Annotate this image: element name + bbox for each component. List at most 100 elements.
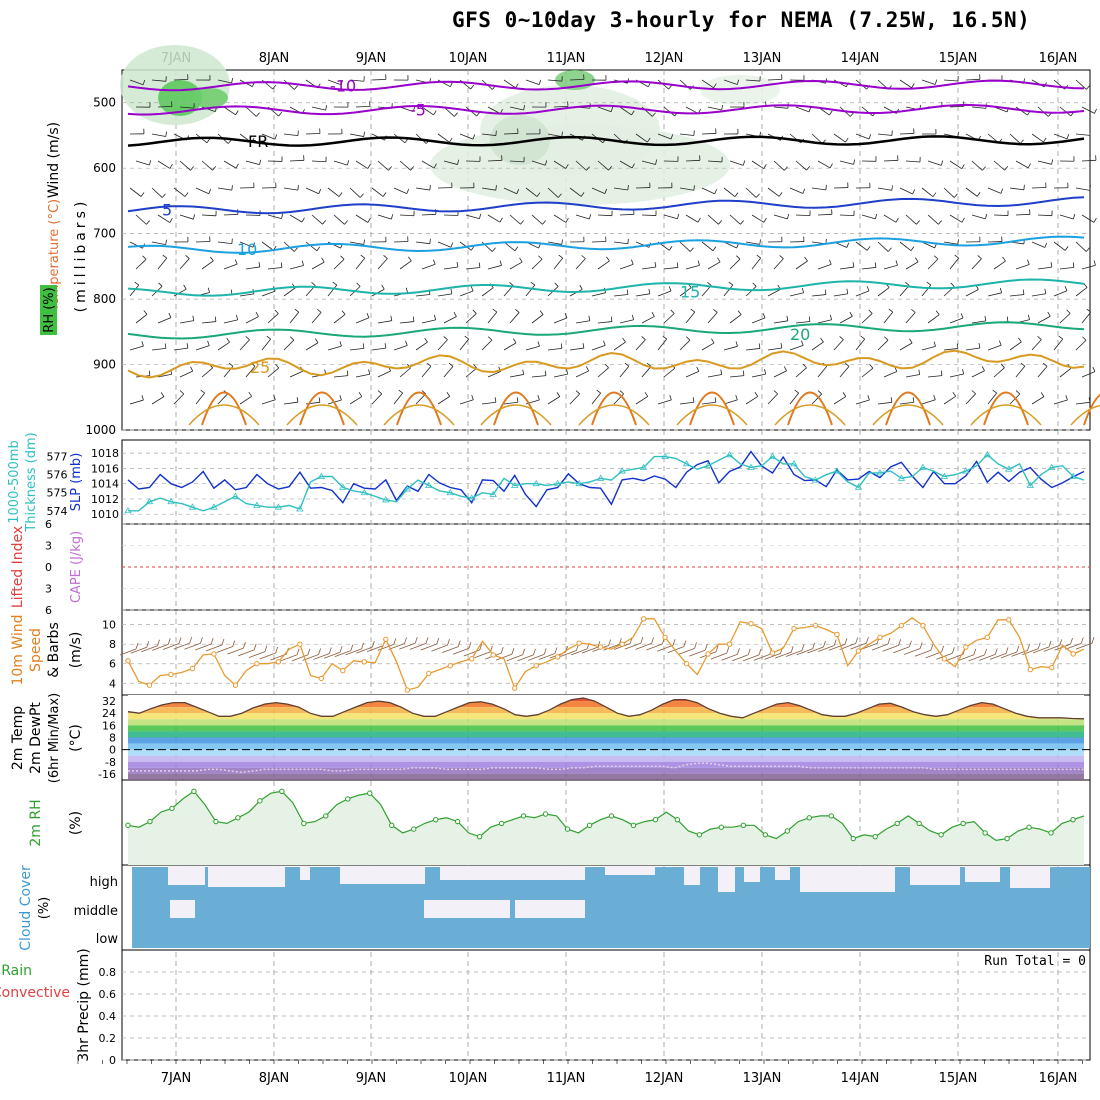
wind-barb xyxy=(686,336,691,341)
wind10-barb xyxy=(646,643,663,651)
wind-barb xyxy=(745,396,758,405)
wind-barb xyxy=(289,336,295,341)
wind-barb xyxy=(149,160,152,166)
thickness-marker xyxy=(124,507,132,514)
wind10-barb xyxy=(371,641,375,648)
wind10-barb xyxy=(431,644,448,652)
boundary-layer-contour xyxy=(591,391,637,426)
wind-barb xyxy=(228,362,234,367)
wind10-barb xyxy=(694,642,697,649)
wind-barb xyxy=(685,264,700,270)
wind-barb xyxy=(839,214,855,217)
thickness-marker xyxy=(897,474,906,481)
wind-barb xyxy=(481,187,496,191)
wind-barb xyxy=(773,106,788,109)
temp-2m-label: 2m Temp xyxy=(10,706,26,770)
wind-barb xyxy=(207,340,210,346)
wind-barb xyxy=(905,214,917,225)
wind-barb xyxy=(399,260,412,270)
wind-barb xyxy=(883,159,899,162)
wind-barb xyxy=(317,308,322,313)
wind-barb xyxy=(530,281,536,286)
wind10-barb xyxy=(119,648,137,656)
wind-barb xyxy=(377,320,392,324)
wind-barb xyxy=(515,308,520,313)
wind-barb xyxy=(1058,335,1063,340)
wind10-barb xyxy=(399,642,416,650)
wind-barb xyxy=(212,166,217,171)
wind-barb xyxy=(140,192,145,197)
wind-barb xyxy=(846,288,849,294)
wind-barb xyxy=(697,217,701,223)
wind-barb xyxy=(833,293,848,297)
thickness-tick-label: 574 xyxy=(47,505,68,518)
wind-barb xyxy=(740,220,744,225)
wind-barb xyxy=(190,166,194,171)
wind-barb xyxy=(978,343,981,349)
wind-barb xyxy=(1059,313,1071,324)
wind-barb xyxy=(525,79,540,86)
wind10-barb xyxy=(259,652,276,660)
wind10-barb xyxy=(807,646,824,654)
wind-barb xyxy=(927,258,939,270)
wind-barb xyxy=(1075,339,1087,351)
wind-barb xyxy=(701,187,715,195)
thickness-marker xyxy=(1069,472,1077,479)
wind10-point xyxy=(941,656,948,662)
thickness-marker xyxy=(919,463,927,470)
rh2m-point xyxy=(279,788,285,795)
wind-barb xyxy=(707,374,722,378)
wind-barb xyxy=(305,133,321,135)
wind10-tick-label: 8 xyxy=(109,638,116,651)
wind10-barb xyxy=(152,644,169,651)
wind10-point xyxy=(275,659,282,665)
wind-barb xyxy=(723,399,738,405)
wind-barb xyxy=(1093,217,1097,223)
wind-barb xyxy=(206,138,211,144)
wind-barb xyxy=(539,310,544,315)
wind-barb xyxy=(971,214,986,220)
wind-barb xyxy=(971,258,982,270)
wind-barb xyxy=(933,394,936,400)
wind10-barb xyxy=(157,639,160,646)
wind-barb xyxy=(195,392,206,405)
wind10-point xyxy=(619,641,625,647)
wind-barb xyxy=(718,220,722,225)
wind-barb xyxy=(668,246,673,251)
panel-frame xyxy=(121,949,1091,1061)
wind-barb xyxy=(575,320,590,324)
wind-barb xyxy=(707,106,722,111)
wind-barb xyxy=(773,320,788,324)
wind-barb xyxy=(346,370,349,376)
dewpt-2m-label: 2m DewPt xyxy=(28,702,44,774)
rh2m-point xyxy=(652,816,659,823)
wind-barb xyxy=(531,375,546,378)
cloud-clear-patch xyxy=(168,866,205,885)
wind-barb xyxy=(861,313,873,324)
cloud-clear-patch xyxy=(718,866,735,892)
wind-barb xyxy=(773,160,785,171)
wind10-barb xyxy=(130,646,147,654)
wind-barb xyxy=(713,308,718,313)
wind-barb xyxy=(209,256,214,262)
temp-tick-label: 24 xyxy=(102,707,116,720)
wind10-barb xyxy=(500,646,504,654)
wind-barb xyxy=(561,131,563,137)
rh-legend-swatch xyxy=(40,285,57,335)
wind-barb xyxy=(626,289,629,295)
wind-barb xyxy=(597,214,613,217)
wind-barb xyxy=(842,392,847,397)
wind-barb xyxy=(608,166,613,171)
wind-barb xyxy=(169,218,173,223)
wind-barb xyxy=(459,133,474,140)
wind10-barb xyxy=(635,642,652,650)
wind-barb xyxy=(301,260,304,266)
wind10-barb xyxy=(495,653,513,661)
wind10-barb xyxy=(656,644,674,652)
wind-barb xyxy=(1075,79,1087,90)
wind-barb xyxy=(965,78,981,81)
wind10-barb xyxy=(517,654,534,662)
wind-barb xyxy=(1072,262,1075,268)
wind-barb xyxy=(341,310,346,315)
thickness-marker xyxy=(639,463,648,470)
